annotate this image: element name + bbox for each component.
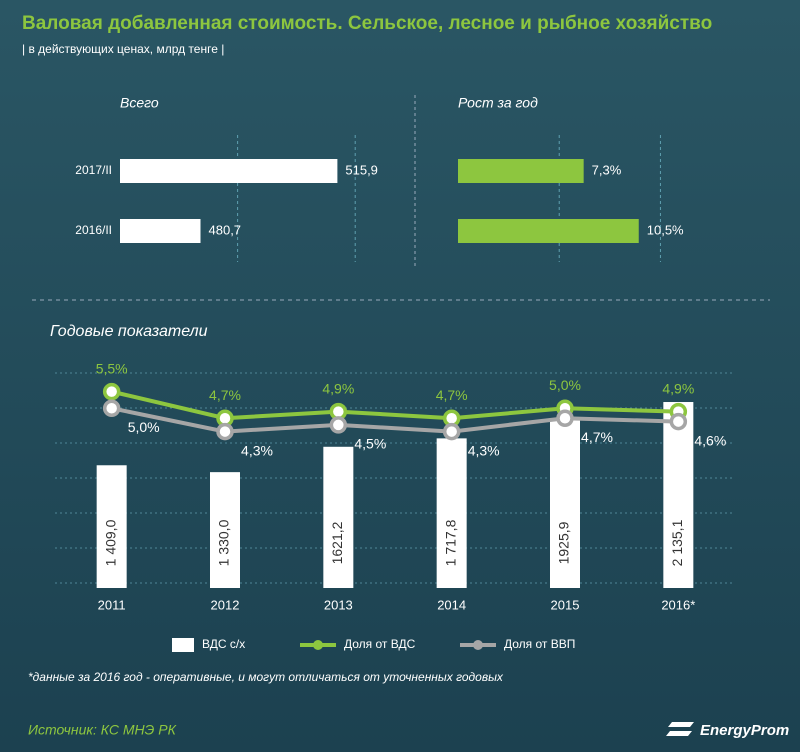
point [102, 382, 121, 401]
point [556, 409, 574, 428]
x-tick-label: 2013 [324, 597, 353, 612]
category-label: 2016/II [75, 223, 112, 237]
line-value-label: 4,5% [354, 436, 386, 452]
bar [120, 219, 201, 243]
line-value-label: 5,0% [128, 419, 160, 435]
title: Валовая добавленная стоимость. Сельское,… [22, 13, 712, 34]
point [669, 412, 688, 431]
x-tick-label: 2016* [661, 597, 695, 612]
line-value-label: 4,6% [694, 432, 726, 448]
panel-title: Годовые показатели [50, 323, 208, 340]
bar [436, 438, 467, 588]
x-tick-label: 2012 [211, 597, 240, 612]
x-tick-label: 2015 [551, 597, 580, 612]
bar [663, 402, 694, 588]
point [442, 422, 461, 441]
bar [550, 420, 580, 588]
line-value-label: 4,3% [241, 442, 273, 458]
legend-swatch [473, 640, 483, 650]
category-label: 2017/II [75, 163, 112, 177]
bar [458, 159, 584, 183]
bar-value-label: 1 717,8 [442, 519, 458, 566]
bar [210, 472, 240, 588]
bar [458, 219, 639, 243]
bar-value-label: 2 135,1 [669, 519, 685, 566]
panel-title: Рост за год [458, 95, 538, 111]
legend-swatch [313, 640, 323, 650]
source: Источник: КС МНЭ РК [28, 722, 177, 738]
logo-icon [666, 722, 694, 736]
line-value-label: 5,0% [549, 377, 581, 393]
bar [323, 446, 354, 588]
bar-value-label: 1 409,0 [102, 519, 118, 566]
legend-swatch [172, 638, 194, 652]
line-value-label: 5,5% [96, 360, 128, 376]
point [216, 422, 234, 441]
line-value-label: 4,7% [209, 387, 241, 403]
line-value-label: 4,3% [468, 442, 500, 458]
note: *данные за 2016 год - оперативные, и мог… [28, 670, 504, 684]
line-value-label: 4,7% [581, 429, 613, 445]
value-label: 7,3% [592, 162, 622, 177]
x-tick-label: 2011 [98, 597, 126, 612]
line-value-label: 4,9% [662, 380, 694, 396]
subtitle: | в действующих ценах, млрд тенге | [22, 42, 224, 56]
legend-label: Доля от ВДС [344, 637, 416, 651]
point [102, 399, 121, 418]
line [111, 389, 679, 421]
x-tick-label: 2014 [437, 597, 466, 612]
point [329, 416, 348, 434]
logo: EnergyProm [700, 722, 789, 739]
line-value-label: 4,9% [322, 380, 354, 396]
line-value-label: 4,7% [436, 387, 468, 403]
legend-label: Доля от ВВП [504, 637, 575, 651]
value-label: 10,5% [647, 222, 684, 237]
bar-value-label: 1621,2 [329, 521, 345, 564]
bar [96, 465, 127, 588]
bar [120, 159, 338, 183]
value-label: 480,7 [209, 222, 242, 237]
value-label: 515,9 [345, 162, 378, 177]
bar-value-label: 1 330,0 [216, 519, 232, 566]
bar-value-label: 1925,9 [556, 521, 572, 564]
line [111, 406, 679, 434]
legend-label: ВДС с/х [202, 637, 245, 651]
panel-title: Всего [120, 95, 159, 111]
